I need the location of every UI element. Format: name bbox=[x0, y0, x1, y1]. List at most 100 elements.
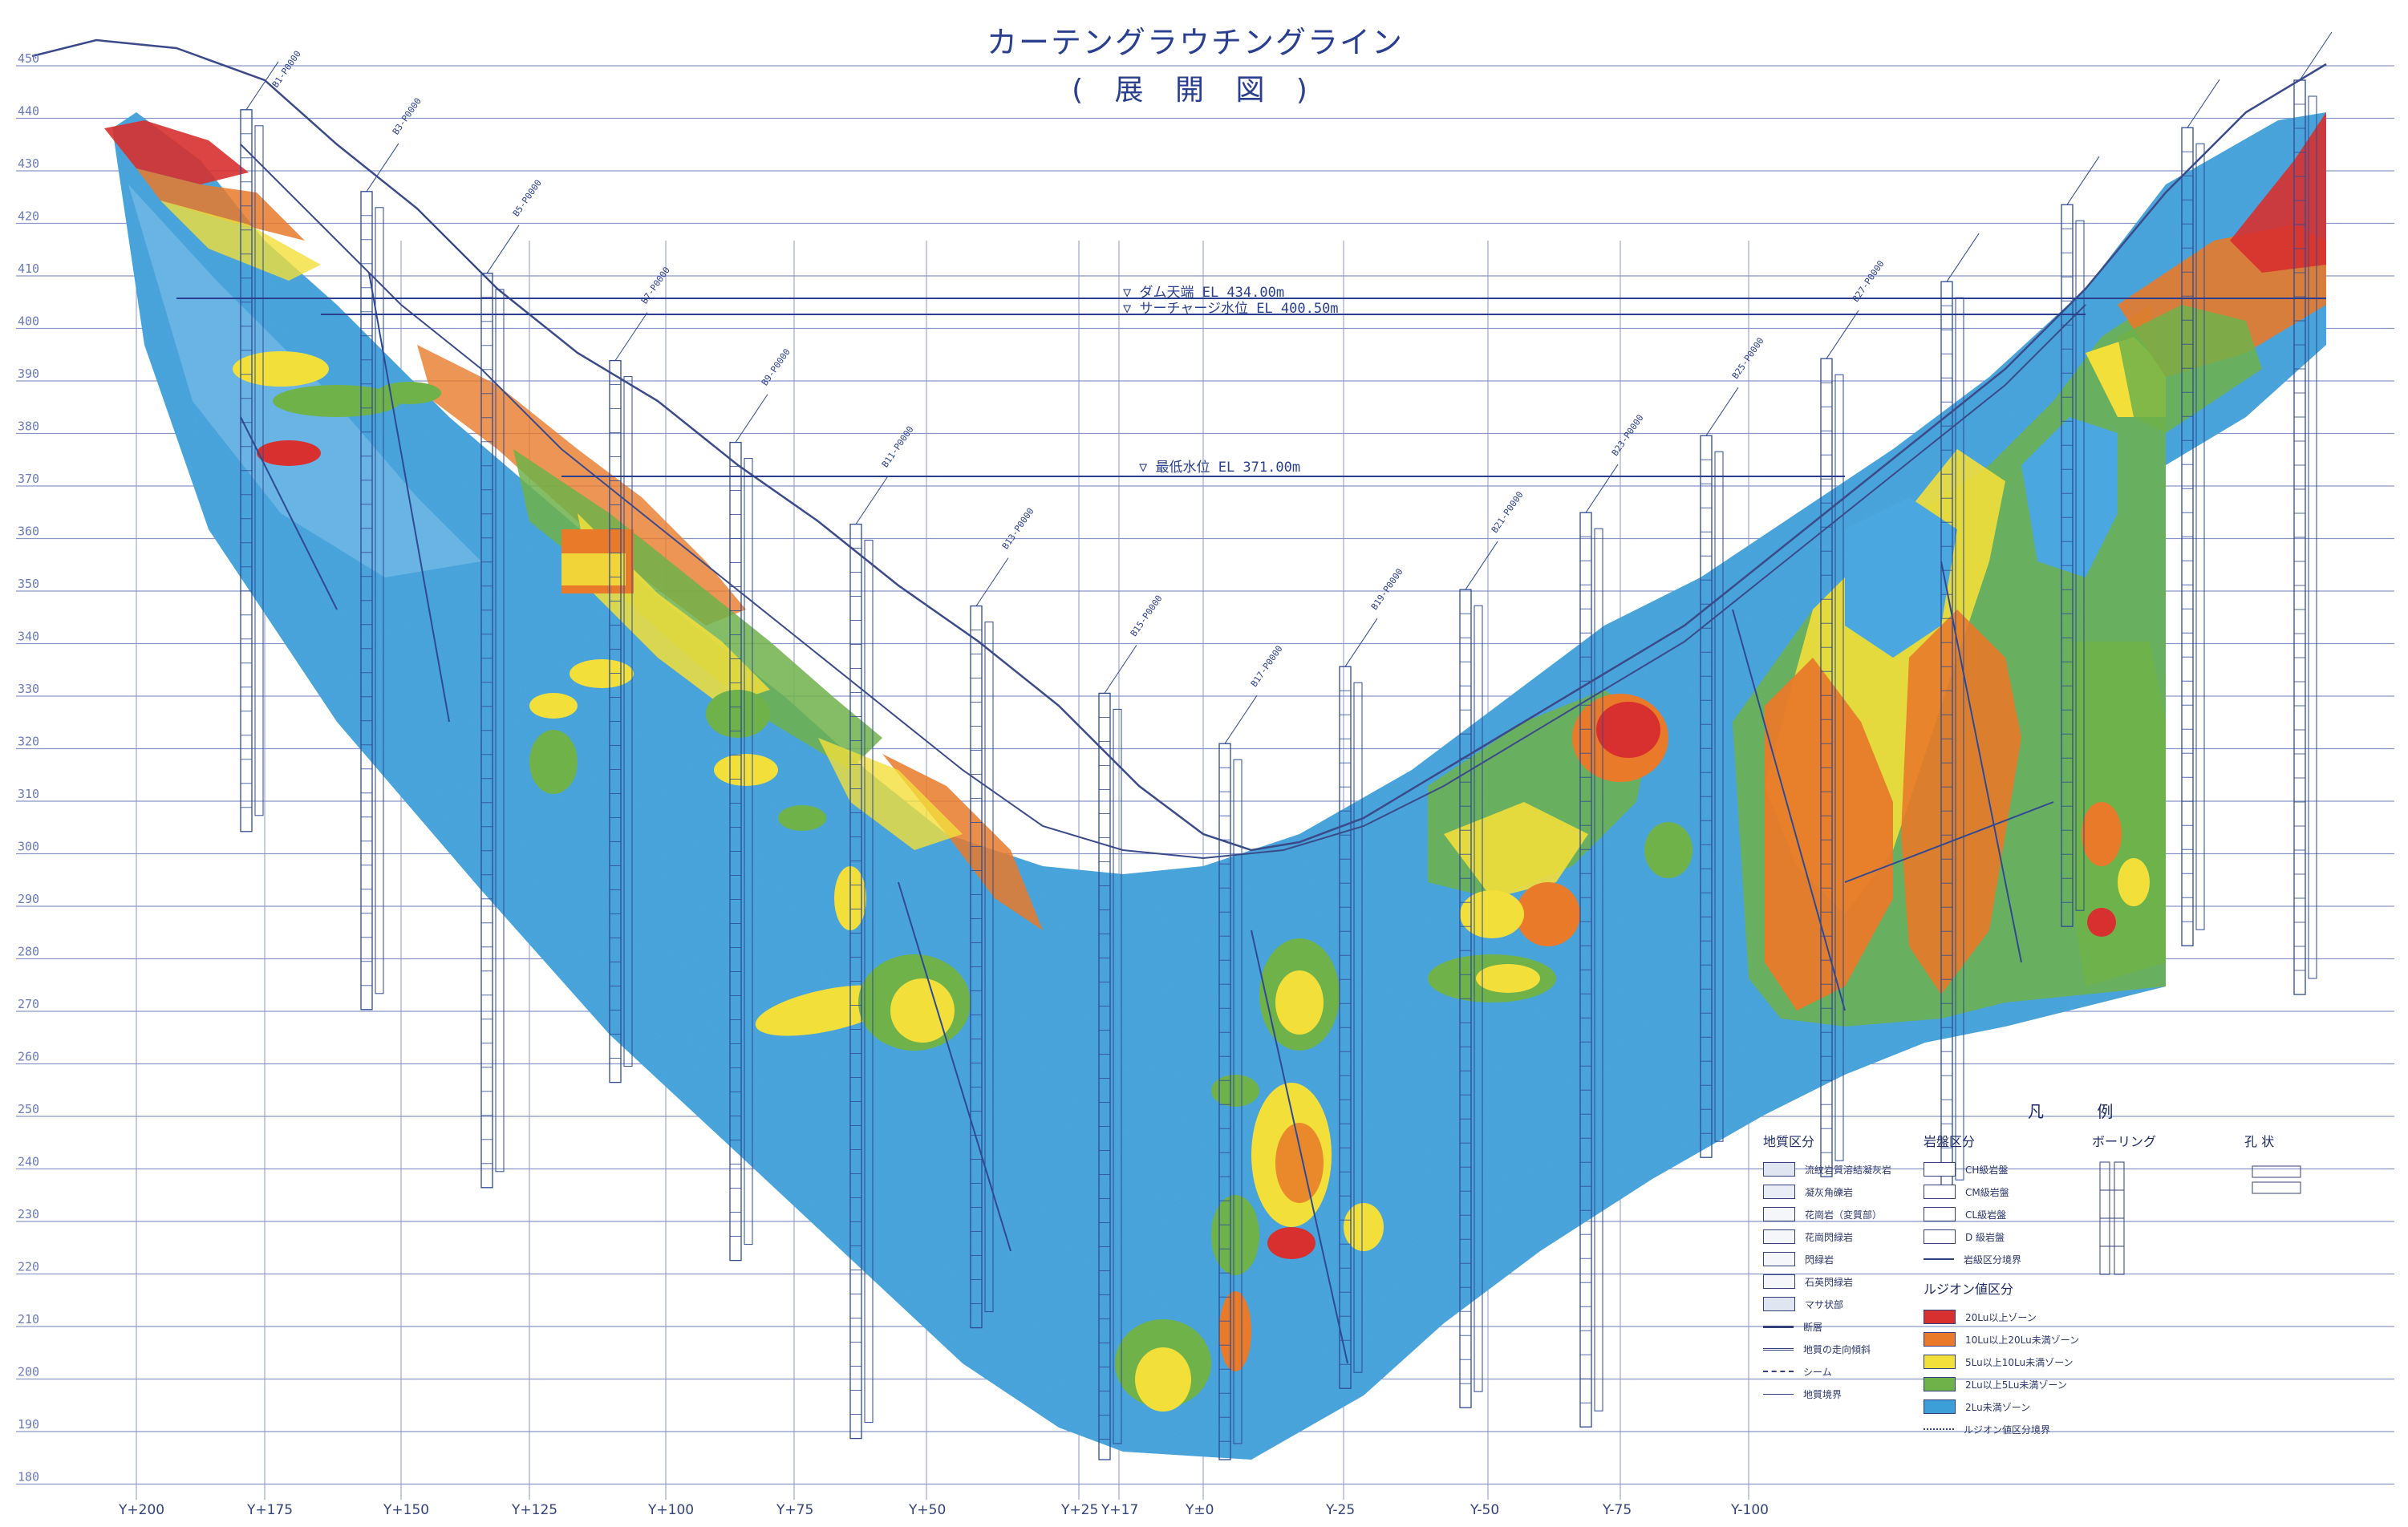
station-label: Y+150 bbox=[383, 1502, 429, 1518]
legend-panel: 凡 例 地質区分 流紋岩質溶結凝灰岩 凝灰角礫岩 花崗岩（変質部） 花崗閃緑岩 … bbox=[1763, 1099, 2389, 1476]
borehole-column bbox=[2075, 220, 2085, 911]
elevation-label: 360 bbox=[18, 525, 39, 539]
station-label: Y-25 bbox=[1325, 1502, 1355, 1518]
fault-line bbox=[1251, 930, 1348, 1364]
legend-rock-item: CM級岩盤 bbox=[1924, 1181, 2079, 1203]
lugeon-zone-yellow-right bbox=[1444, 802, 1588, 898]
legend-rock-item: CL級岩盤 bbox=[1924, 1203, 2079, 1225]
legend-geology-item: マサ状部 bbox=[1763, 1293, 1891, 1315]
elevation-label: 210 bbox=[18, 1312, 39, 1327]
lugeon-zone-red-left bbox=[104, 120, 249, 184]
borehole-leader bbox=[2299, 31, 2333, 81]
station-label: Y±0 bbox=[1185, 1502, 1214, 1518]
legend-lugeon-item: 2Lu以上5Lu未満ゾーン bbox=[1924, 1373, 2079, 1395]
min-level-label: ▽ 最低水位 EL 371.00m bbox=[1139, 460, 1300, 476]
lugeon-zone-green-right-top bbox=[2118, 305, 2262, 433]
elevation-label: 300 bbox=[18, 840, 39, 854]
legend-geology-item: 花崗岩（変質部） bbox=[1763, 1203, 1891, 1225]
borehole-label: B15-P0000 bbox=[1129, 593, 1165, 638]
legend-line-item: 断層 bbox=[1763, 1315, 1891, 1338]
elevation-label: 400 bbox=[18, 314, 39, 329]
borehole-column bbox=[1594, 528, 1603, 1412]
lens-right-yellow bbox=[1460, 890, 1524, 938]
borehole-leader bbox=[1585, 464, 1619, 513]
borehole-column bbox=[375, 207, 384, 994]
elevation-label: 370 bbox=[18, 472, 39, 486]
borehole-label: B25-P0000 bbox=[1730, 336, 1766, 381]
borehole-column bbox=[1474, 605, 1483, 1392]
elevation-label: 290 bbox=[18, 892, 39, 906]
lens-yellow-3 bbox=[570, 659, 634, 688]
elevation-axis: 450 440 430 420 410 400 390 380 370 360 350 340 330 3… bbox=[18, 51, 39, 1484]
borehole-leader bbox=[1224, 695, 1258, 744]
borehole-label: B1-P0000 bbox=[270, 49, 303, 90]
borehole-label: B3-P0000 bbox=[391, 96, 424, 137]
station-label: Y+100 bbox=[647, 1502, 694, 1518]
legend-geology-item: 凝灰角礫岩 bbox=[1763, 1181, 1891, 1203]
borehole-leader bbox=[366, 143, 399, 192]
lens-deep-orange bbox=[1275, 1123, 1324, 1203]
legend-misc-heading: 孔 状 bbox=[2244, 1134, 2275, 1149]
borehole-label: B5-P0000 bbox=[511, 178, 544, 219]
borehole-label: B23-P0000 bbox=[1610, 413, 1646, 458]
station-label: Y+175 bbox=[246, 1502, 293, 1518]
elevation-label: 430 bbox=[18, 156, 39, 171]
lens-right-deep-orange bbox=[2082, 802, 2122, 866]
elevation-label: 450 bbox=[18, 51, 39, 66]
borehole-column bbox=[2308, 95, 2317, 979]
lens-yellow-8 bbox=[890, 978, 955, 1043]
fault-line bbox=[240, 416, 338, 610]
lugeon-zone-blue-inner-2 bbox=[2021, 417, 2118, 577]
lugeon-zone-orange-big-2 bbox=[1901, 610, 2021, 994]
elevation-label: 250 bbox=[18, 1102, 39, 1116]
lens-deep-orange-2 bbox=[1219, 1291, 1251, 1371]
station-label: Y+50 bbox=[908, 1502, 946, 1518]
borehole-label: B11-P0000 bbox=[880, 424, 916, 469]
borehole-column bbox=[1233, 759, 1243, 1444]
elevation-label: 310 bbox=[18, 787, 39, 801]
borehole-leader bbox=[1705, 387, 1739, 436]
station-label: Y-75 bbox=[1602, 1502, 1632, 1518]
page-title: カーテングラウチングライン bbox=[987, 25, 1405, 60]
borehole-leader bbox=[614, 312, 648, 361]
legend-boring: ボーリング bbox=[2092, 1131, 2172, 1282]
legend-title: 凡 例 bbox=[2028, 1102, 2138, 1121]
fault-line bbox=[1940, 561, 2022, 963]
legend-misc-symbol bbox=[2252, 1165, 2301, 1194]
lens-deep-yellow-3 bbox=[1135, 1347, 1191, 1412]
borehole-label: B27-P0000 bbox=[1851, 259, 1887, 304]
elevation-label: 200 bbox=[18, 1365, 39, 1379]
lens-green-2 bbox=[377, 382, 441, 404]
legend-boring-symbol bbox=[2099, 1161, 2125, 1275]
legend-misc: 孔 状 bbox=[2244, 1131, 2373, 1209]
borehole-leader bbox=[1465, 541, 1498, 590]
borehole-leader bbox=[975, 557, 1009, 606]
lens-yellow-5 bbox=[714, 754, 778, 786]
lens-green-5 bbox=[778, 805, 826, 831]
legend-line-item: 地質境界 bbox=[1763, 1383, 1891, 1405]
borehole-leader bbox=[2187, 79, 2220, 128]
elevation-label: 220 bbox=[18, 1260, 39, 1274]
station-axis: Y+200 Y+175 Y+150 Y+125 Y+100 Y+75 Y+50 Y+25 Y+1… bbox=[118, 1502, 1769, 1518]
legend-geology-item: 石英閃緑岩 bbox=[1763, 1270, 1891, 1293]
lens-yellow-9 bbox=[1275, 970, 1324, 1035]
elevation-label: 180 bbox=[18, 1470, 39, 1484]
lens-yellow-2 bbox=[561, 553, 626, 585]
borehole-leader bbox=[2066, 156, 2100, 205]
fault-line bbox=[1844, 801, 2054, 883]
station-label: Y+125 bbox=[511, 1502, 557, 1518]
borehole-leader bbox=[486, 225, 520, 274]
borehole-leader bbox=[245, 61, 279, 111]
legend-rock-item: D 級岩盤 bbox=[1924, 1225, 2079, 1248]
borehole-column bbox=[623, 376, 633, 1067]
legend-line-item: 岩級区分境界 bbox=[1924, 1248, 2079, 1270]
borehole-leader bbox=[1826, 310, 1859, 359]
borehole-column bbox=[2195, 143, 2205, 930]
borehole-leader bbox=[1946, 233, 1980, 282]
title-block: カーテングラウチングライン ( 展 開 図 ) bbox=[987, 18, 1404, 108]
lens-right-orange bbox=[1516, 882, 1580, 946]
elevation-label: 380 bbox=[18, 419, 39, 434]
borehole-label: B21-P0000 bbox=[1490, 490, 1526, 535]
elevation-label: 410 bbox=[18, 261, 39, 276]
borehole-label: B9-P0000 bbox=[760, 346, 793, 387]
